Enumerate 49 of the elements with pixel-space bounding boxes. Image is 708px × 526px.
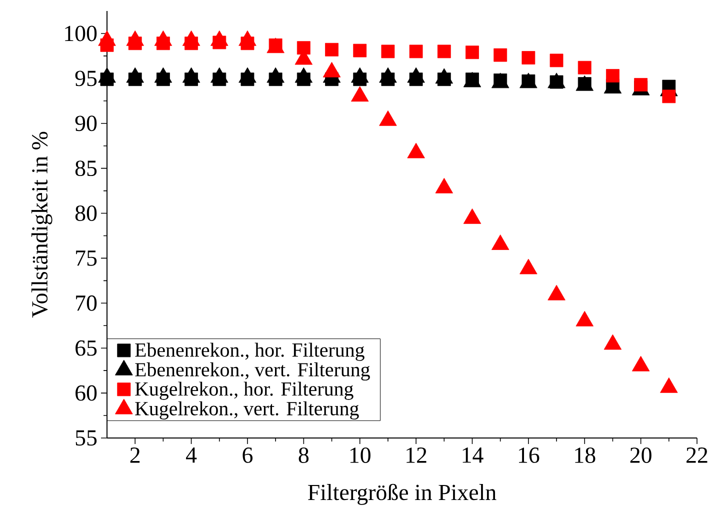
x-tick-label: 10 [350, 448, 370, 463]
y-tick-label: 65 [76, 340, 97, 356]
point [353, 44, 367, 58]
legend-label: Kugelrekon., vert. Filterung [135, 401, 359, 420]
point [662, 90, 676, 104]
legend-label: Ebenenrekon., vert. Filterung [135, 362, 370, 381]
x-tick-label: 18 [575, 448, 596, 463]
point [606, 69, 620, 82]
point [634, 78, 648, 92]
x-tick-label: 22 [686, 448, 708, 463]
point [437, 44, 451, 58]
point [494, 48, 508, 62]
x-tick-label: 16 [518, 448, 540, 463]
point [576, 310, 594, 326]
point [491, 234, 510, 250]
y-tick-label: 60 [76, 385, 97, 401]
point [466, 46, 479, 60]
point [632, 356, 650, 372]
x-tick-label: 14 [462, 448, 484, 463]
x-tick-label: 6 [242, 448, 253, 463]
y-tick-label: 75 [76, 250, 97, 266]
point [604, 334, 622, 350]
point [548, 284, 566, 300]
x-tick-label: 12 [406, 448, 426, 463]
legend-label: Kugelrekon., hor. Filterung [135, 382, 354, 400]
point [325, 42, 338, 56]
point [520, 258, 538, 274]
legend-label: Ebenenrekon., hor. Filterung [135, 342, 364, 361]
x-axis-title: Filtergröße in Pixeln [308, 484, 496, 505]
point [660, 377, 678, 393]
x-tick-label: 4 [186, 448, 197, 463]
y-tick-label: 55 [76, 430, 97, 446]
x-tick-label: 8 [298, 448, 309, 463]
point [435, 178, 454, 194]
y-axis-title: Vollständigkeit in % [31, 132, 52, 318]
x-tick-label: 2 [130, 448, 140, 463]
point [409, 44, 423, 58]
x-tick-label: 20 [630, 448, 652, 463]
point [522, 51, 536, 64]
y-tick-label: 85 [75, 160, 97, 176]
y-tick-label: 80 [75, 206, 97, 221]
y-tick-label: 70 [76, 295, 97, 311]
y-tick-label: 90 [75, 116, 97, 132]
y-tick-label: 95 [75, 70, 97, 86]
point [463, 208, 482, 224]
point [578, 60, 592, 74]
point [381, 44, 395, 58]
y-tick-label: 100 [65, 26, 97, 42]
point [550, 54, 564, 68]
